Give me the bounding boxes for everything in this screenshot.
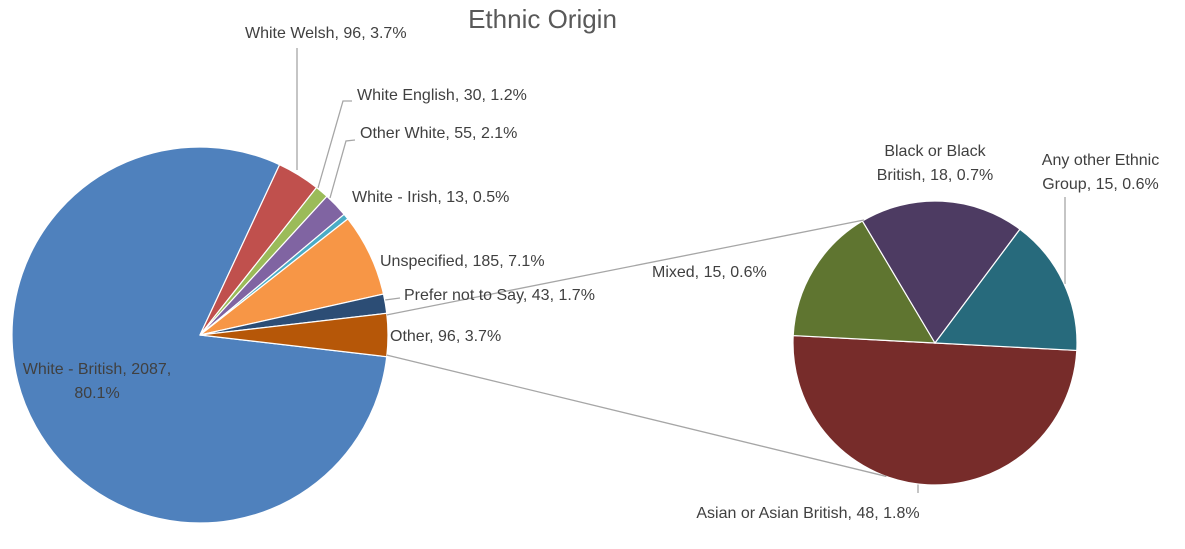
data-label: Mixed, 15, 0.6% <box>652 264 767 281</box>
data-label: Prefer not to Say, 43, 1.7% <box>404 287 595 304</box>
data-label: Any other Ethnic Group, 15, 0.6% <box>1041 152 1160 193</box>
pie-slice <box>199 312 389 358</box>
pie-slice <box>861 200 1021 345</box>
data-label: White English, 30, 1.2% <box>357 87 527 104</box>
data-label: White - British, 2087, 80.1% <box>22 361 172 402</box>
leader-line <box>329 139 356 199</box>
data-label: Asian or Asian British, 48, 1.8% <box>696 505 920 522</box>
data-label: Black or Black British, 18, 0.7% <box>876 143 994 184</box>
pie-slice <box>11 146 388 524</box>
leader-line <box>384 297 401 301</box>
connector-line <box>386 219 865 316</box>
pie-slice <box>792 220 937 344</box>
pie-slice <box>792 334 1078 486</box>
data-label: White Welsh, 96, 3.7% <box>245 25 407 42</box>
data-label: White - Irish, 13, 0.5% <box>352 189 510 206</box>
chart-title: Ethnic Origin <box>468 4 617 34</box>
data-label: Other, 96, 3.7% <box>390 328 502 345</box>
leader-line <box>317 100 352 189</box>
connector-line <box>386 354 887 478</box>
data-label: Unspecified, 185, 7.1% <box>380 253 545 270</box>
data-label: Other White, 55, 2.1% <box>360 125 518 142</box>
pie-slice <box>933 228 1078 352</box>
